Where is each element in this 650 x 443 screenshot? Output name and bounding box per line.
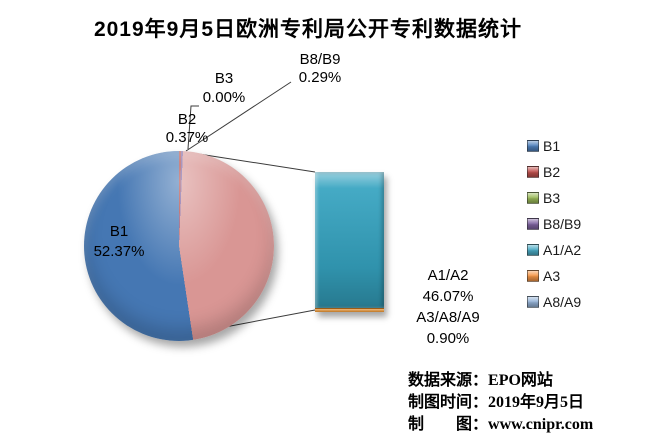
bar-label-a3a8a9-pct: 0.90% [426,330,470,347]
bar-labels: A1/A2 46.07% A3/A8/A9 0.90% [396,265,500,349]
legend-label-a3: A3 [543,268,561,284]
legend-item-b1: B1 [527,133,581,159]
chart-date-label: 制图时间： [408,394,489,411]
callout-label-b8b9-name: B8/B9 [299,51,341,68]
legend-item-a3: A3 [527,263,581,289]
bar-segment-a3a8a9 [315,308,384,312]
bar-label-a1a2-name: A1/A2 [427,267,469,284]
legend-item-b8b9: B8/B9 [527,211,581,237]
legend-swatch-a8a9 [527,296,539,308]
legend-label-b2: B2 [543,164,561,180]
slice-label-b1-pct: 52.37% [93,243,145,260]
legend-item-b2: B2 [527,159,581,185]
legend-swatch-a1a2 [527,244,539,256]
legend: B1 B2 B3 B8/B9 A1/A2 A3 A8/A9 [527,133,581,315]
legend-swatch-b1 [527,140,539,152]
slice-label-b1: B1 52.37% [74,222,164,262]
data-source-row: 数据来源：EPO网站 [408,370,593,392]
chart-maker-label: 制 图： [408,416,489,433]
data-source-value: EPO网站 [488,372,553,389]
legend-swatch-b3 [527,192,539,204]
legend-label-b8b9: B8/B9 [543,216,582,232]
chart-maker-row: 制 图：www.cnipr.com [408,414,593,436]
slice-label-b1-name: B1 [109,223,129,240]
callout-label-b8b9-pct: 0.29% [298,69,342,86]
bar-segment-a1a2 [315,172,384,308]
callout-label-b2-pct: 0.37% [165,129,209,146]
legend-swatch-a3 [527,270,539,282]
footer-credits: 数据来源：EPO网站 制图时间：2019年9月5日 制 图：www.cnipr.… [408,370,593,436]
legend-label-a1a2: A1/A2 [543,242,582,258]
chart-date-value: 2019年9月5日 [488,394,585,411]
legend-swatch-b2 [527,166,539,178]
legend-swatch-b8b9 [527,218,539,230]
callout-label-b3-pct: 0.00% [202,89,246,106]
callout-label-b2: B2 0.37% [157,111,217,147]
bar-label-a1a2-pct: 46.07% [422,288,474,305]
legend-label-b3: B3 [543,190,561,206]
callout-label-b8b9: B8/B9 0.29% [287,51,353,87]
legend-item-a8a9: A8/A9 [527,289,581,315]
pie-chart [84,151,274,341]
legend-item-a1a2: A1/A2 [527,237,581,263]
legend-label-a8a9: A8/A9 [543,294,582,310]
callout-label-b3-name: B3 [214,70,234,87]
legend-item-b3: B3 [527,185,581,211]
pie-gloss-overlay [84,151,274,341]
callout-label-b2-name: B2 [177,111,197,128]
breakout-bar [315,172,384,312]
chart-maker-value: www.cnipr.com [488,416,594,433]
bar-label-a3a8a9-name: A3/A8/A9 [416,309,480,326]
page-title: 2019年9月5日欧洲专利局公开专利数据统计 [93,18,523,41]
data-source-label: 数据来源： [408,372,489,389]
callout-label-b3: B3 0.00% [193,69,255,107]
legend-label-b1: B1 [543,138,561,154]
chart-date-row: 制图时间：2019年9月5日 [408,392,593,414]
